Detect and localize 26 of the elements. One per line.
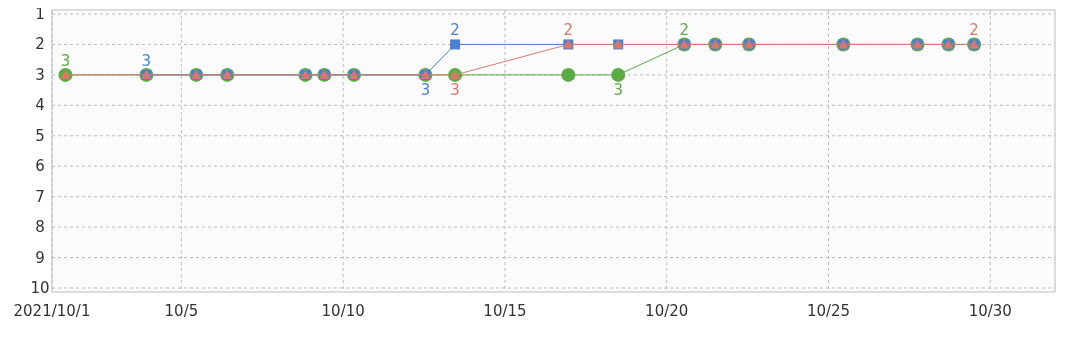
data-label: 3 — [141, 51, 152, 70]
x-tick-label: 10/20 — [645, 302, 689, 320]
x-tick-label: 10/25 — [806, 302, 851, 320]
data-label: 2 — [563, 21, 574, 40]
data-label: 2 — [969, 21, 979, 40]
y-tick-label: 3 — [35, 65, 45, 84]
y-tick-label: 6 — [35, 157, 45, 176]
y-tick-label: 9 — [35, 248, 45, 267]
x-tick-label: 10/10 — [321, 302, 365, 320]
x-tick-label: 10/15 — [483, 302, 527, 320]
y-tick-label: 5 — [35, 126, 45, 145]
y-tick-label: 2 — [35, 35, 45, 54]
data-label: 3 — [450, 80, 460, 99]
y-tick-label: 10 — [30, 279, 50, 297]
x-tick-label: 10/5 — [164, 302, 199, 320]
y-tick-label: 1 — [35, 5, 45, 23]
x-tick-label: 2021/10/1 — [13, 302, 91, 320]
data-label: 2 — [450, 21, 460, 40]
data-label: 3 — [60, 51, 71, 70]
data-label: 2 — [679, 21, 690, 40]
y-tick-label: 8 — [35, 218, 45, 237]
y-tick-label: 7 — [35, 187, 45, 206]
y-tick-label: 4 — [35, 96, 45, 115]
data-label: 3 — [420, 80, 431, 99]
x-tick-label: 10/30 — [968, 302, 1012, 320]
data-label: 3 — [613, 80, 623, 99]
